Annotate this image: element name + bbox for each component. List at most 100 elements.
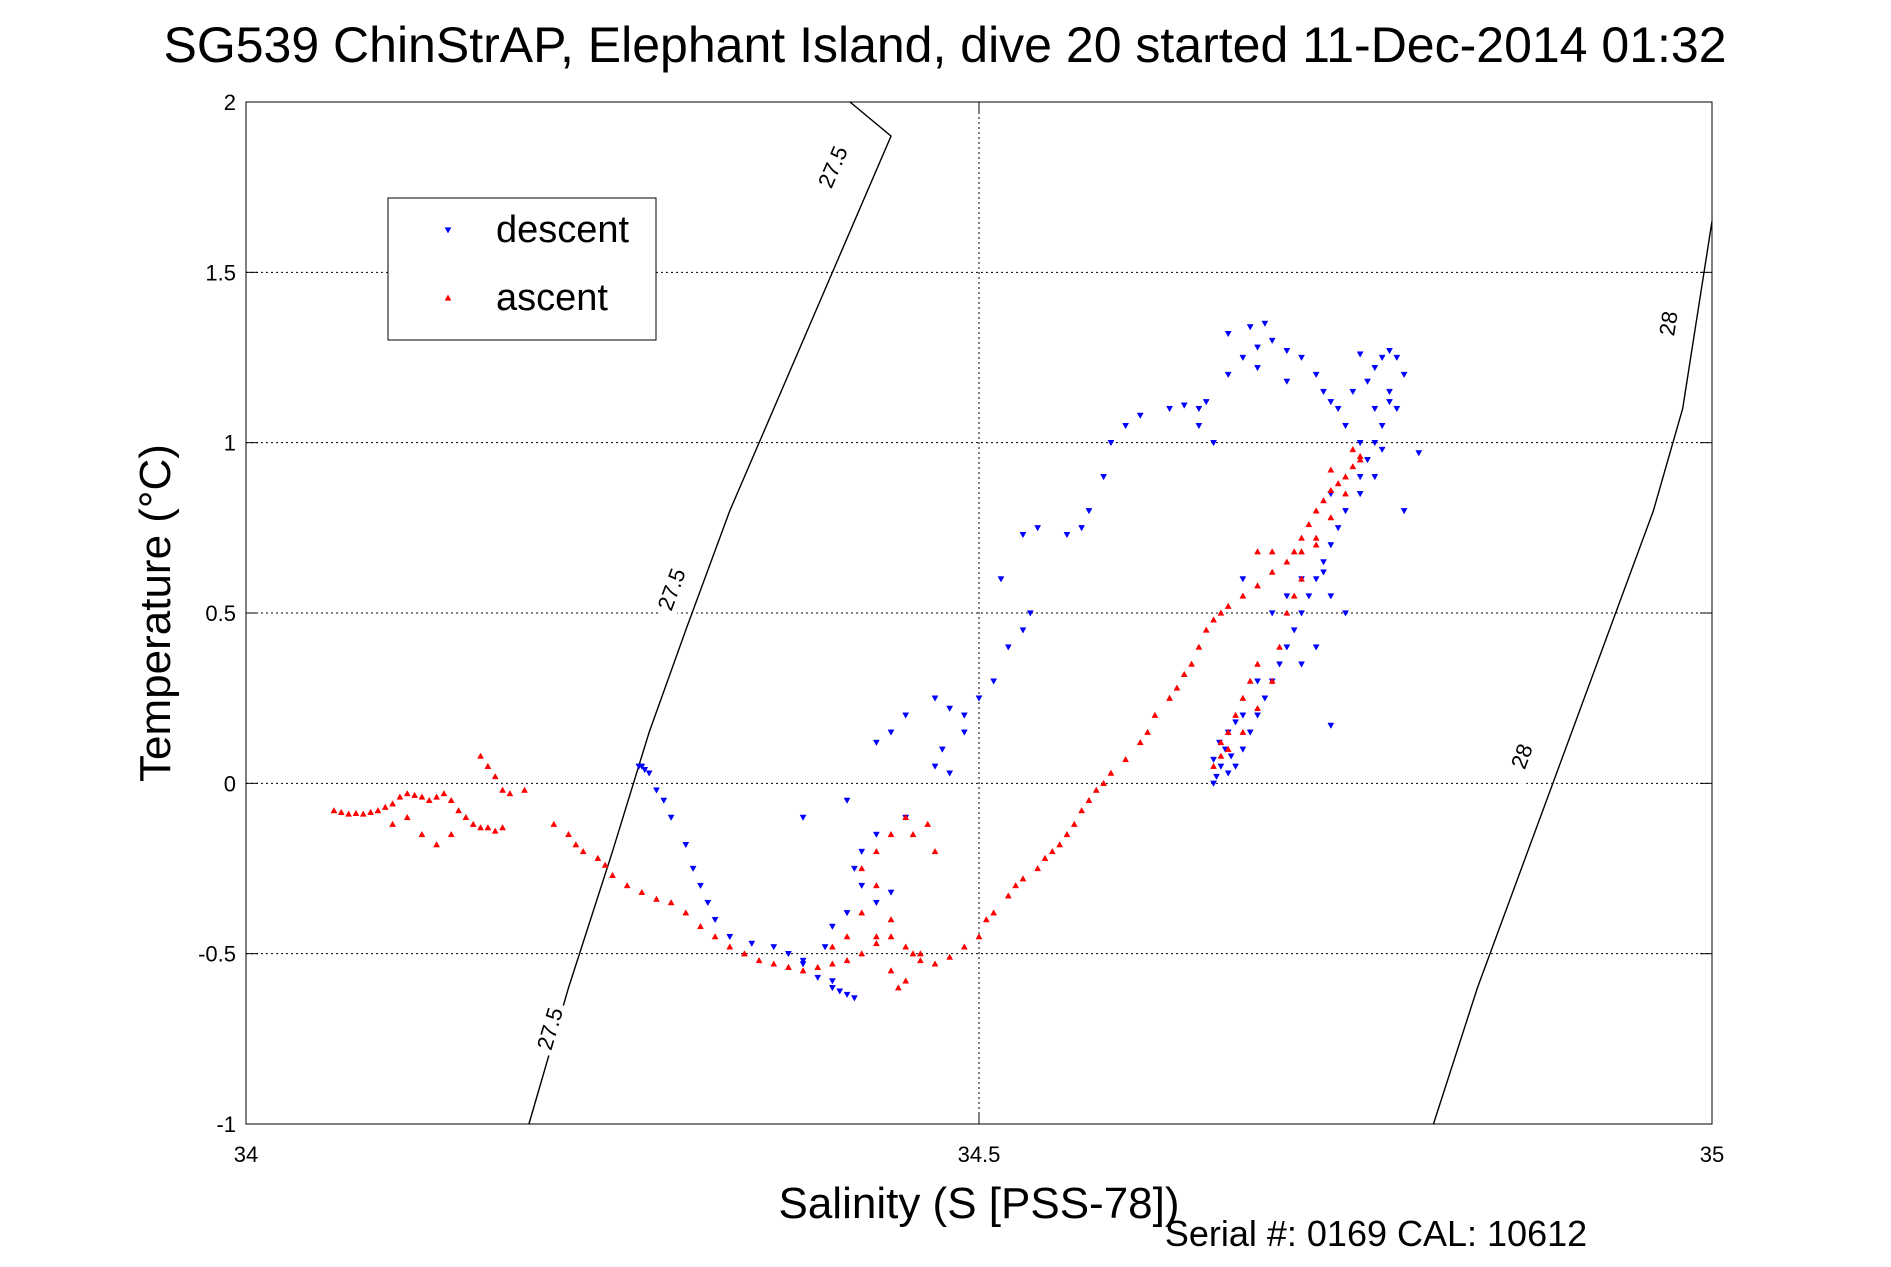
descent-point [1210,780,1217,787]
descent-point [1063,531,1071,539]
ascent-point [1188,660,1195,667]
ascent-point [521,786,528,793]
descent-point [887,889,895,896]
descent-point [689,865,697,873]
ascent-point [1276,643,1283,650]
ascent-point [1298,534,1305,541]
ascent-point [484,824,492,831]
ascent-point [1320,497,1327,504]
descent-point [1378,422,1386,430]
ascent-point [1298,548,1305,555]
descent-point [1327,722,1335,729]
ascent-point [345,810,353,817]
contour-label-background [1650,295,1686,352]
descent-point [1298,661,1305,668]
descent-point [1276,661,1283,668]
descent-point [1364,457,1371,464]
ascent-point [1327,466,1335,473]
descent-point [1217,763,1225,770]
descent-point [1342,508,1349,515]
ascent-point [1349,445,1357,453]
ascent-point [1246,677,1254,684]
descent-point [1312,371,1320,379]
ascent-point [1327,486,1335,494]
descent-point [1320,569,1327,576]
descent-point [704,899,712,907]
descent-point [641,767,649,774]
descent-point [1202,399,1210,406]
contour-label-background [649,559,694,619]
x-tick-label: 34.5 [958,1142,1001,1167]
descent-point [1393,405,1401,413]
ascent-point [1217,609,1225,616]
descent-point [1320,388,1327,396]
descent-point [814,974,822,982]
ascent-point [653,895,660,902]
ascent-point [565,830,572,838]
data-points [330,320,1423,1002]
ascent-point [990,909,998,916]
ascent-point [1224,745,1232,752]
ascent-point [828,960,836,967]
descent-point [1180,402,1188,409]
descent-point [1224,371,1232,379]
ascent-point [894,984,902,991]
descent-point [1239,576,1247,583]
ascent-point [960,943,968,950]
ascent-point [477,824,484,831]
ascent-point [858,909,866,916]
ascent-point [579,847,587,855]
descent-point [1298,610,1305,617]
descent-point [1261,695,1269,702]
ascent-point [667,899,675,906]
ascent-point [1356,456,1364,463]
ascent-point [1232,711,1239,718]
descent-point [1386,348,1393,355]
descent-point [1400,508,1408,515]
ascent-point [843,933,851,940]
legend-marker-descent [444,227,452,234]
ascent-point [337,808,345,815]
descent-point [843,991,851,999]
ascent-point [433,841,441,848]
descent-point [902,712,910,719]
ascent-point [755,956,763,964]
descent-point [1283,593,1291,600]
ascent-point [1056,841,1064,848]
descent-point [1166,405,1174,413]
descent-point [997,576,1005,583]
descent-point [1224,770,1232,777]
ascent-point [499,786,506,793]
ascent-point [352,809,360,816]
descent-point [1334,525,1342,532]
y-tick-label: 0.5 [205,601,236,626]
descent-point [1195,405,1203,413]
ascent-point [1136,738,1144,746]
contour-label: 28 [1654,309,1682,337]
ascent-point [741,950,748,957]
ascent-point [872,939,880,947]
descent-point [1107,440,1115,447]
descent-point [667,814,675,821]
contour-label-background [1499,726,1544,786]
descent-point [653,787,660,794]
ascent-point [572,841,580,848]
descent-point [1019,627,1027,634]
y-tick-label: 1 [224,431,236,456]
descent-point [1290,627,1298,634]
ascent-point [982,916,990,923]
descent-point [843,910,851,917]
ascent-point [1004,892,1012,899]
ascent-point [1034,864,1042,872]
descent-point [828,923,836,930]
ascent-point [1305,520,1313,528]
ascent-point [601,861,609,868]
ascent-point [1254,582,1261,589]
descent-point [1283,348,1291,355]
descent-point [1026,610,1034,617]
ascent-point [1019,875,1027,882]
legend-marker-ascent [444,294,452,301]
descent-point [1312,576,1320,583]
descent-point [887,729,895,736]
